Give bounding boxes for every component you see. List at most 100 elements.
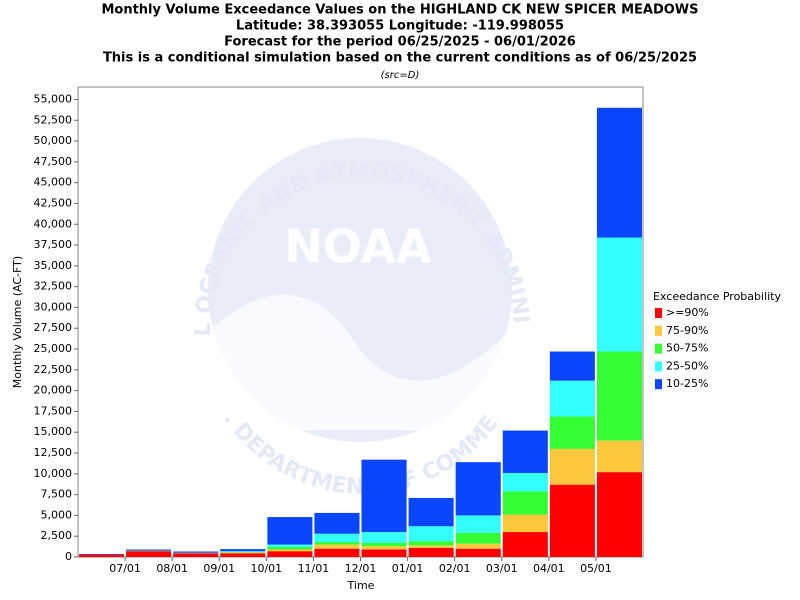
bar-segment (314, 542, 360, 545)
y-tick-label: 32,500 (34, 280, 73, 293)
watermark-logo: NOAA (284, 220, 432, 274)
x-tick-label: 02/01 (439, 562, 471, 575)
bar-segment (455, 543, 501, 549)
bar-segment (361, 459, 407, 533)
bar-segment (173, 553, 219, 557)
bar-segment (596, 472, 642, 557)
y-tick-label: 45,000 (34, 176, 73, 189)
bar-segment (361, 532, 407, 543)
bar-segment (408, 547, 454, 557)
bar-segment (361, 542, 407, 547)
bar-segment (126, 551, 172, 557)
bar-segment (314, 512, 360, 534)
bar-segment (502, 430, 548, 473)
x-tick-label: 09/01 (203, 562, 235, 575)
x-tick-label: 08/01 (156, 562, 188, 575)
chart-title: Forecast for the period 06/25/2025 - 06/… (224, 35, 576, 50)
bar-segment (314, 533, 360, 543)
y-tick-label: 12,500 (34, 446, 73, 459)
bar-segment (361, 549, 407, 557)
y-tick-label: 27,500 (34, 321, 73, 334)
bar-segment (596, 107, 642, 238)
bar-segment (314, 548, 360, 557)
y-tick-label: 50,000 (34, 134, 73, 147)
y-tick-label: 52,500 (34, 113, 73, 126)
y-tick-label: 0 (65, 550, 72, 563)
bar-segment (549, 351, 595, 381)
bar-segment (549, 380, 595, 417)
y-tick-label: 7,500 (41, 488, 73, 501)
y-tick-label: 55,000 (34, 92, 73, 105)
x-tick-label: 03/01 (486, 562, 518, 575)
legend-swatch (655, 379, 662, 390)
y-tick-label: 42,500 (34, 196, 73, 209)
bar-segment (361, 546, 407, 550)
bar-segment (549, 484, 595, 557)
bar-segment (596, 237, 642, 352)
x-tick-label: 12/01 (345, 562, 377, 575)
bar-segment (549, 416, 595, 449)
bar-segment (502, 491, 548, 515)
bar-segment (502, 472, 548, 492)
x-tick-label: 07/01 (109, 562, 141, 575)
y-tick-label: 22,500 (34, 363, 73, 376)
bar-segment (220, 553, 266, 557)
bar-segment (267, 517, 313, 545)
bar-segment (596, 351, 642, 441)
y-tick-label: 2,500 (41, 529, 73, 542)
watermark-gull (210, 294, 510, 430)
bar-segment (220, 551, 266, 553)
legend-label: 10-25% (666, 377, 708, 390)
y-axis-label: Monthly Volume (AC-FT) (11, 256, 24, 388)
x-axis-label: Time (347, 579, 375, 592)
bar-segment (408, 497, 454, 527)
y-tick-label: 40,000 (34, 217, 73, 230)
legend-swatch (655, 361, 662, 372)
y-tick-label: 20,000 (34, 384, 73, 397)
y-tick-label: 25,000 (34, 342, 73, 355)
bar-segment (502, 514, 548, 533)
bar-segment (549, 448, 595, 485)
legend-label: 25-50% (666, 359, 708, 372)
x-tick-label: 11/01 (298, 562, 330, 575)
legend-label: 50-75% (666, 342, 708, 355)
y-tick-label: 5,000 (41, 508, 73, 521)
y-tick-label: 10,000 (34, 467, 73, 480)
x-tick-label: 04/01 (533, 562, 565, 575)
bar-segment (408, 526, 454, 542)
bar-segment (220, 552, 266, 554)
bar-segment (455, 548, 501, 557)
legend-swatch (655, 325, 662, 336)
bar-segment (267, 551, 313, 557)
y-tick-label: 47,500 (34, 155, 73, 168)
legend-label: 75-90% (666, 324, 708, 337)
bar-segment (502, 532, 548, 557)
legend-title: Exceedance Probability (653, 290, 781, 303)
legend-swatch (655, 308, 662, 318)
bar-segment (173, 551, 219, 553)
chart-title: Monthly Volume Exceedance Values on the … (101, 3, 698, 18)
bar-segment (455, 462, 501, 516)
bar-segment (126, 549, 172, 551)
legend-swatch (655, 343, 662, 354)
bar-segment (267, 544, 313, 548)
x-tick-label: 05/01 (580, 562, 612, 575)
bar-segment (267, 547, 313, 550)
y-tick-label: 17,500 (34, 404, 73, 417)
y-tick-label: 30,000 (34, 300, 73, 313)
x-tick-label: 10/01 (250, 562, 282, 575)
chart-title: This is a conditional simulation based o… (103, 51, 697, 66)
bar-segment (220, 549, 266, 552)
bar-segment (314, 544, 360, 549)
bar-segment (79, 554, 125, 557)
bar-segment (455, 532, 501, 544)
bar-segment (267, 549, 313, 552)
bar-segment (408, 545, 454, 548)
bar-segment (455, 515, 501, 533)
y-tick-label: 37,500 (34, 238, 73, 251)
x-tick-label: 01/01 (392, 562, 424, 575)
legend-label: >=90% (666, 306, 709, 319)
bar-segment (596, 440, 642, 473)
y-tick-label: 15,000 (34, 425, 73, 438)
